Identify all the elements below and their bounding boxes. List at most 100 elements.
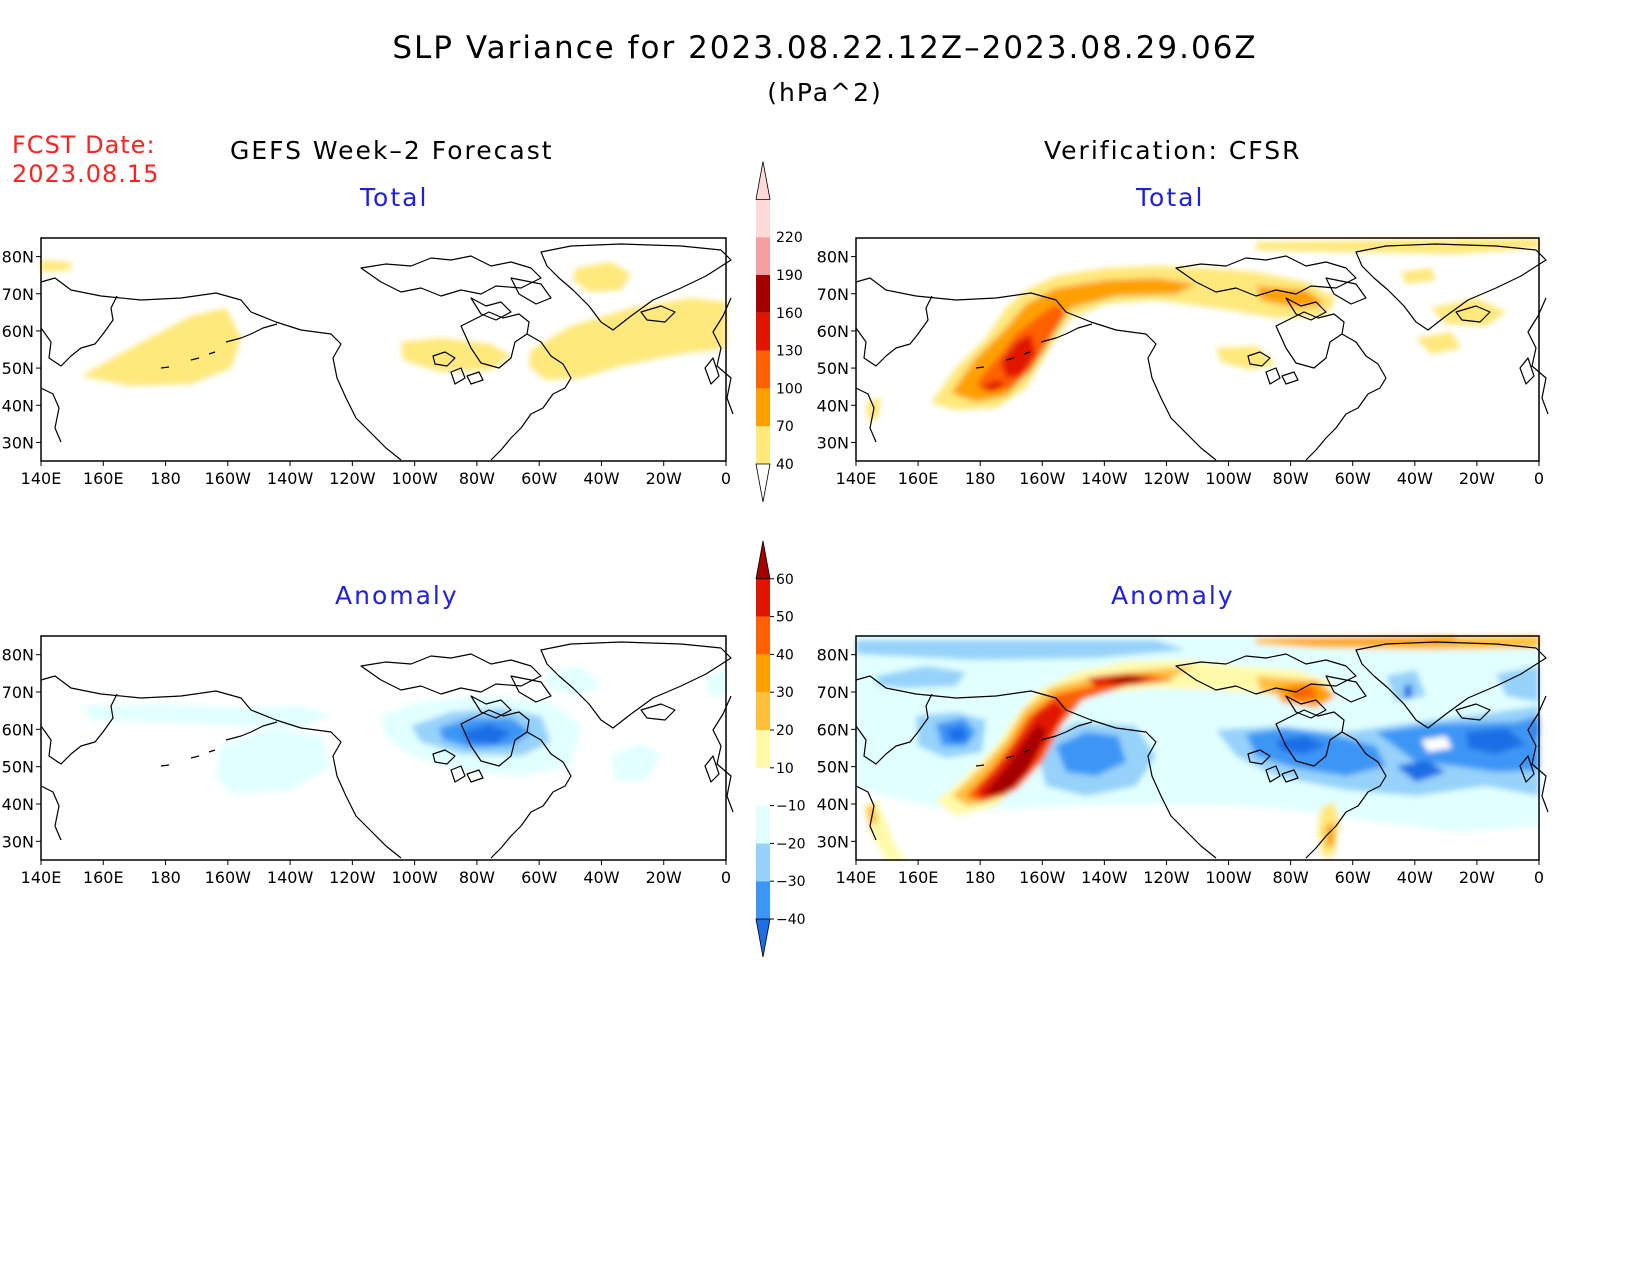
colorbar-level-label: −20 bbox=[776, 836, 806, 852]
lon-tick-label: 180 bbox=[965, 469, 996, 488]
colorbar-segment bbox=[756, 730, 770, 768]
verification-total-map bbox=[855, 237, 1549, 462]
colorbar-level-label: 190 bbox=[776, 268, 803, 284]
lon-tick-label: 60W bbox=[1335, 868, 1371, 887]
lon-tick-label: 40W bbox=[1397, 868, 1433, 887]
lon-tick-label: 160E bbox=[83, 469, 124, 488]
verification-anomaly-map bbox=[855, 635, 1549, 861]
verification-total-title: Total bbox=[1136, 183, 1205, 212]
lon-tick-label: 120W bbox=[1143, 469, 1190, 488]
lon-tick-label: 40W bbox=[583, 868, 619, 887]
colorbar-level-label: 100 bbox=[776, 381, 803, 397]
lat-tick-label: 80N bbox=[2, 646, 34, 665]
lon-tick-label: 180 bbox=[965, 868, 996, 887]
lon-tick-label: 160E bbox=[898, 469, 939, 488]
colorbar-level-label: −40 bbox=[776, 912, 806, 928]
lon-tick-label: 80W bbox=[1273, 469, 1309, 488]
colorbar-segment bbox=[756, 881, 770, 919]
lon-tick-label: 140W bbox=[267, 469, 314, 488]
forecast-anomaly-map bbox=[40, 635, 734, 861]
lat-tick-label: 40N bbox=[817, 795, 849, 814]
colorbar-level-label: 130 bbox=[776, 344, 803, 360]
lon-tick-label: 0 bbox=[1534, 469, 1544, 488]
lat-tick-label: 60N bbox=[817, 720, 849, 739]
forecast-total-map bbox=[40, 237, 734, 462]
main-title: SLP Variance for 2023.08.22.12Z–2023.08.… bbox=[392, 30, 1258, 66]
verification-column-title: Verification: CFSR bbox=[1044, 136, 1302, 165]
lon-tick-label: 40W bbox=[583, 469, 619, 488]
colorbar-level-label: 60 bbox=[776, 572, 794, 588]
units-label: (hPa^2) bbox=[767, 78, 883, 107]
lon-tick-label: 160W bbox=[1019, 469, 1066, 488]
colorbar-segment bbox=[756, 654, 770, 693]
lat-tick-label: 50N bbox=[817, 359, 849, 378]
lat-tick-label: 80N bbox=[817, 646, 849, 665]
lon-tick-label: 80W bbox=[1273, 868, 1309, 887]
colorbar-level-label: 30 bbox=[776, 685, 794, 701]
axis-labels: 80N 70N 60N 50N 40N 30N 140E 160E 180 160W 140W 120… bbox=[2, 248, 1544, 887]
lat-tick-label: 70N bbox=[817, 285, 849, 304]
lat-tick-label: 30N bbox=[2, 433, 34, 452]
colorbar-segment bbox=[756, 350, 770, 389]
forecast-anomaly-title: Anomaly bbox=[335, 581, 459, 610]
colorbar-segment bbox=[756, 843, 770, 882]
colorbar-segment bbox=[756, 275, 770, 313]
forecast-total-title: Total bbox=[360, 183, 429, 212]
lon-tick-label: 160W bbox=[205, 469, 252, 488]
colorbar-level-label: 40 bbox=[776, 457, 794, 473]
lat-tick-label: 60N bbox=[2, 720, 34, 739]
colorbar-level-label: −10 bbox=[776, 799, 806, 815]
lon-tick-label: 80W bbox=[459, 868, 495, 887]
colorbar-segment bbox=[756, 767, 770, 806]
lon-tick-label: 80W bbox=[459, 469, 495, 488]
fcst-date-label: FCST Date: bbox=[12, 131, 156, 159]
colorbar-level-label: 10 bbox=[776, 761, 794, 777]
colorbar-segment bbox=[756, 578, 770, 617]
colorbar-segment bbox=[756, 426, 770, 464]
lon-tick-label: 100W bbox=[1205, 469, 1252, 488]
lon-tick-label: 180 bbox=[150, 868, 181, 887]
lon-tick-label: 140W bbox=[1081, 469, 1128, 488]
lat-tick-label: 60N bbox=[2, 322, 34, 341]
lat-tick-label: 70N bbox=[2, 285, 34, 304]
colorbar-segment bbox=[756, 237, 770, 275]
colorbar-level-label: 220 bbox=[776, 230, 803, 246]
lat-tick-label: 50N bbox=[817, 758, 849, 777]
lon-tick-label: 60W bbox=[521, 469, 557, 488]
lon-tick-label: 140E bbox=[21, 469, 62, 488]
lat-tick-label: 70N bbox=[2, 683, 34, 702]
lon-tick-label: 140E bbox=[836, 868, 877, 887]
colorbar-segment bbox=[756, 388, 770, 427]
lon-tick-label: 20W bbox=[646, 868, 682, 887]
lat-tick-label: 30N bbox=[817, 832, 849, 851]
lon-tick-label: 160W bbox=[1019, 868, 1066, 887]
lon-tick-label: 140W bbox=[267, 868, 314, 887]
lat-tick-label: 50N bbox=[2, 359, 34, 378]
lon-tick-label: 120W bbox=[329, 469, 376, 488]
lon-tick-label: 0 bbox=[721, 469, 731, 488]
lat-tick-label: 80N bbox=[817, 248, 849, 267]
lon-tick-label: 140W bbox=[1081, 868, 1128, 887]
verification-anomaly-title: Anomaly bbox=[1111, 581, 1235, 610]
lat-tick-label: 50N bbox=[2, 758, 34, 777]
lon-tick-label: 120W bbox=[1143, 868, 1190, 887]
colorbar-segment bbox=[756, 805, 770, 844]
fcst-date-value: 2023.08.15 bbox=[12, 160, 160, 188]
colorbar-level-label: 20 bbox=[776, 723, 794, 739]
lon-tick-label: 60W bbox=[1335, 469, 1371, 488]
lon-tick-label: 0 bbox=[1534, 868, 1544, 887]
verification-anomaly-shading bbox=[856, 636, 1539, 860]
forecast-column-title: GEFS Week–2 Forecast bbox=[230, 136, 554, 165]
lon-tick-label: 140E bbox=[21, 868, 62, 887]
colorbar-top-arrow bbox=[755, 161, 771, 200]
lon-tick-label: 160W bbox=[205, 868, 252, 887]
lon-tick-label: 60W bbox=[521, 868, 557, 887]
lon-tick-label: 100W bbox=[391, 868, 438, 887]
lon-tick-label: 40W bbox=[1397, 469, 1433, 488]
colorbar-segment bbox=[756, 199, 770, 238]
lat-tick-label: 30N bbox=[2, 832, 34, 851]
colorbar-bottom-arrow bbox=[755, 918, 771, 958]
lat-tick-label: 40N bbox=[2, 795, 34, 814]
colorbar-level-label: −30 bbox=[776, 874, 806, 890]
